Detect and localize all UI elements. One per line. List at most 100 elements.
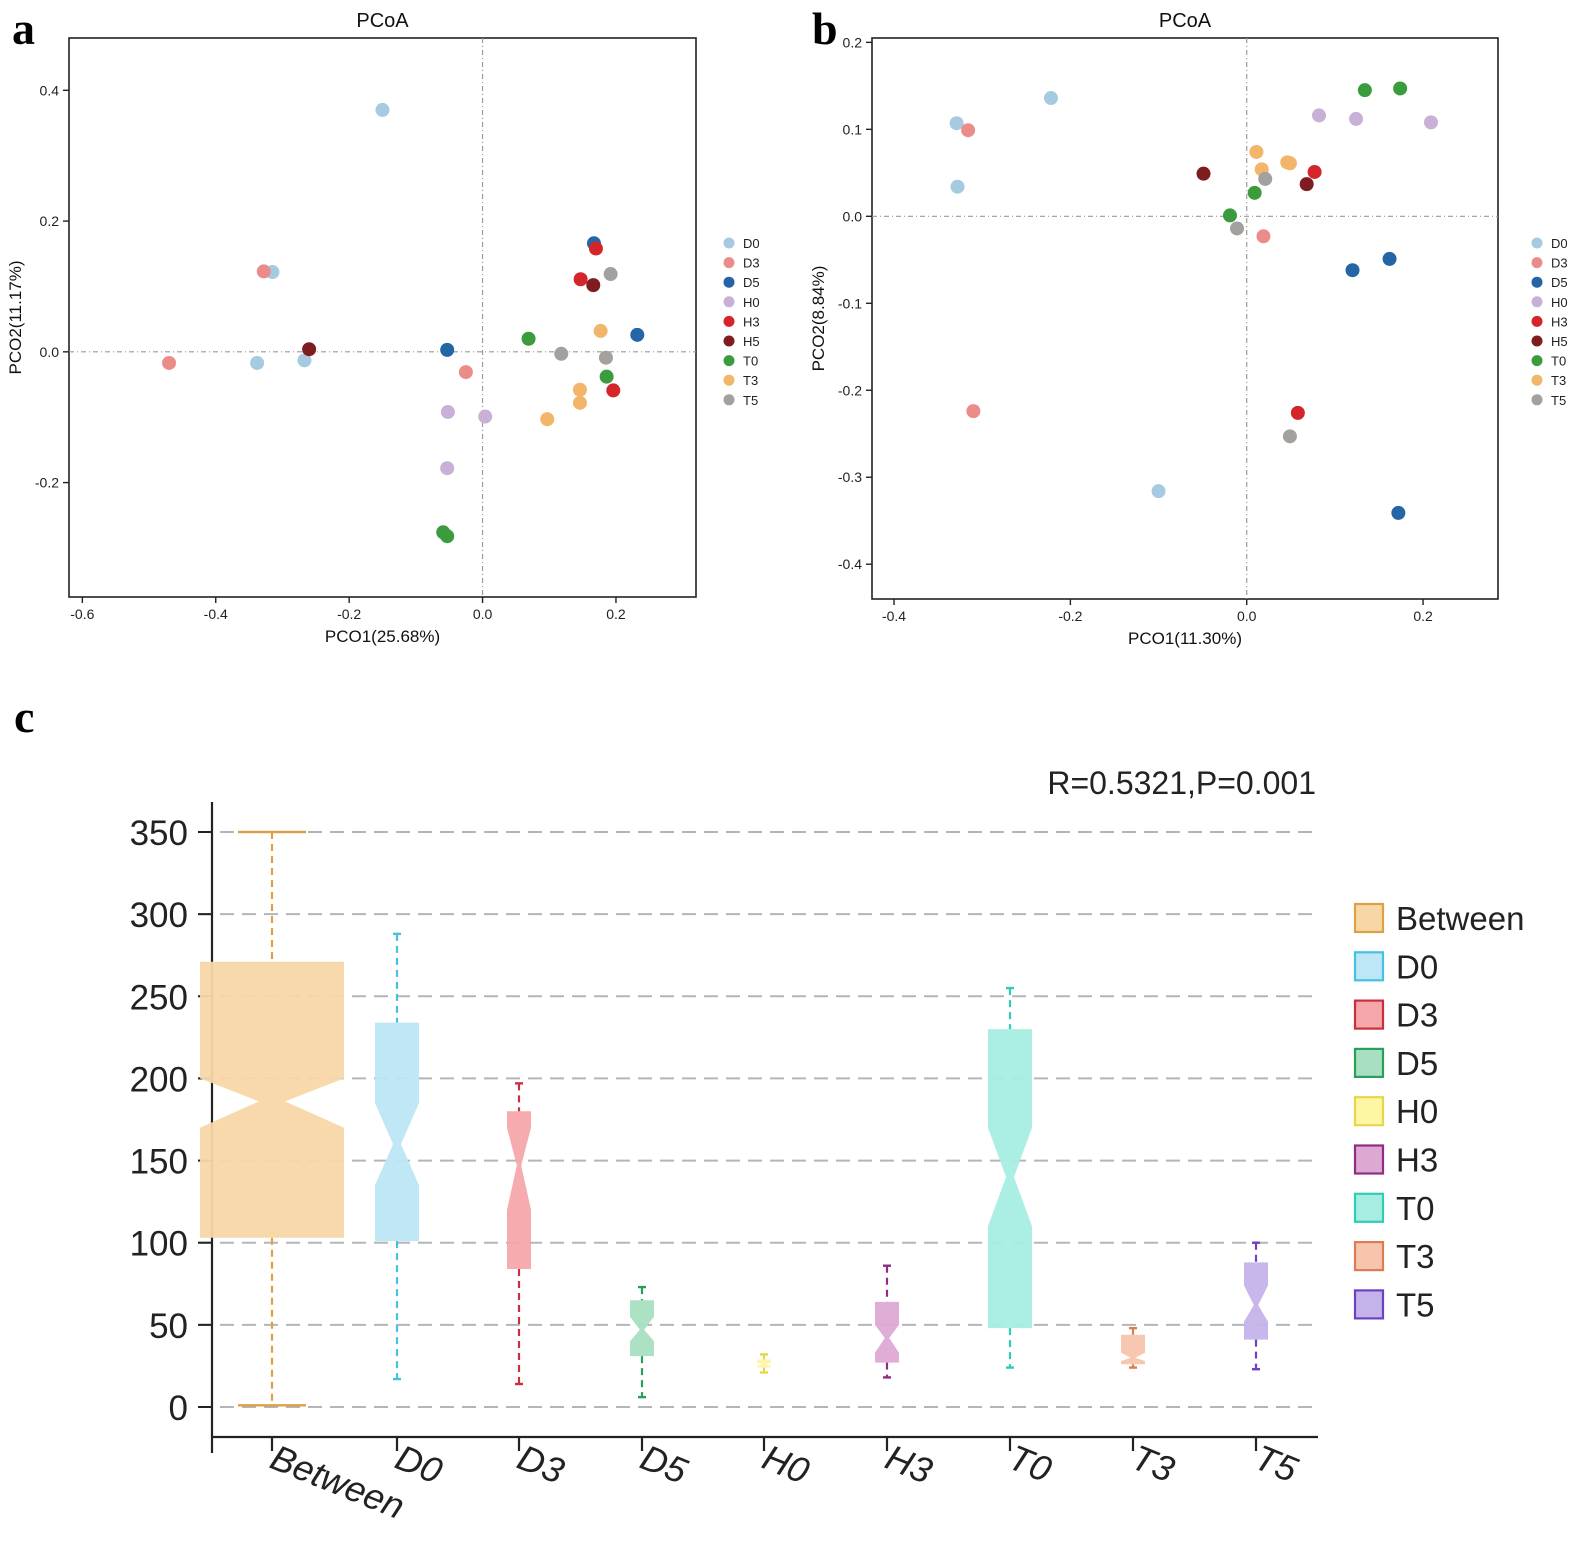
legend-marker-h0 (723, 296, 735, 308)
point-d3 (256, 264, 271, 279)
panel-letter-b: b (812, 3, 838, 54)
legend-marker-h5 (723, 335, 735, 347)
legend-swatch-t5 (1353, 1289, 1385, 1320)
legend-swatch-h3 (1353, 1144, 1385, 1175)
chart-title: PCoA (1159, 10, 1212, 32)
legend-marker-d3 (1531, 257, 1543, 269)
legend-label-h0: H0 (1396, 1093, 1438, 1130)
y-tick-label: -0.1 (838, 295, 862, 311)
legend-marker-t5 (1531, 394, 1543, 406)
y-tick-label: 350 (130, 814, 188, 853)
point-d0 (250, 355, 265, 370)
legend-marker-t0 (1531, 355, 1543, 367)
pcoa-plot-a: PCoA PCO1(25.68%) PCO2(11.17%) -0.6 -0.4 -0.2… (6, 10, 760, 646)
legend-swatch-d3 (1353, 999, 1385, 1030)
legend-label-t5: T5 (743, 393, 758, 408)
point-t0 (521, 331, 536, 346)
point-h0 (478, 409, 493, 424)
legend-label-d5: D5 (1396, 1045, 1438, 1082)
legend-label-t5: T5 (1396, 1286, 1435, 1323)
x-axis-label: PCO1(11.30%) (1128, 629, 1242, 648)
y-tick-label: 200 (130, 1060, 188, 1099)
point-t0 (1357, 83, 1372, 98)
y-tick-label: 250 (130, 978, 188, 1017)
legend-swatch-d0 (1353, 951, 1385, 982)
y-tick-label: -0.2 (838, 382, 862, 398)
point-d0 (1151, 484, 1166, 499)
panel-letter-a: a (12, 3, 35, 54)
point-t3 (572, 382, 587, 397)
legend-marker-h5 (1531, 335, 1543, 347)
y-tick-label: 0 (169, 1389, 188, 1428)
x-tick-label: -0.4 (882, 608, 906, 624)
legend-marker-d5 (723, 276, 735, 288)
legend-label-between: Between (1396, 900, 1524, 937)
point-t3 (540, 412, 555, 427)
y-tick-label: 0.4 (40, 82, 60, 98)
legend-marker-t0 (723, 355, 735, 367)
point-d3 (458, 365, 473, 380)
legend-swatch-d5 (1353, 1047, 1385, 1079)
point-t3 (1282, 156, 1297, 171)
point-h0 (1312, 108, 1327, 123)
point-d5 (1345, 263, 1360, 278)
boxplot-c: 0 50 100 150 200 250 300 350 R=0.5321,P=0.001 Bet… (130, 765, 1525, 1527)
x-tick-label-d3: D3 (512, 1436, 570, 1491)
point-h5 (1299, 177, 1314, 192)
box-t3 (1121, 1334, 1145, 1365)
legend-label-d0: D0 (1396, 948, 1438, 985)
legend-marker-h0 (1531, 296, 1543, 308)
stats-annotation: R=0.5321,P=0.001 (1047, 765, 1316, 801)
point-t0 (599, 369, 614, 384)
legend-label-t0: T0 (1396, 1190, 1435, 1227)
point-t5 (1230, 221, 1245, 236)
point-d3 (162, 355, 177, 370)
legend-label-h5: H5 (743, 334, 760, 349)
legend-label-h3: H3 (1551, 314, 1568, 329)
legend-label-h3: H3 (743, 314, 760, 329)
legend-swatch-t0 (1353, 1192, 1385, 1223)
panel-letter-c: c (14, 691, 34, 742)
legend-label-t5: T5 (1551, 393, 1566, 408)
legend-marker-t3 (723, 374, 735, 386)
legend-swatch-t3 (1353, 1240, 1385, 1272)
pcoa-plot-b: PCoA PCO1(11.30%) PCO2(8.84%) -0.4 -0.2 0.0 0.… (809, 10, 1568, 648)
point-h3 (606, 383, 621, 398)
y-tick-label: 150 (130, 1143, 188, 1182)
x-tick-label-h0: H0 (757, 1436, 815, 1491)
legend-marker-d3 (723, 257, 735, 269)
x-tick-label: 0.2 (606, 606, 626, 622)
point-h0 (440, 461, 455, 476)
point-d3 (966, 404, 981, 419)
y-tick-label: 0.0 (40, 344, 60, 360)
point-h3 (1290, 405, 1305, 420)
x-tick-label: 0.0 (1237, 608, 1257, 624)
box-h0 (757, 1359, 771, 1368)
legend-marker-d5 (1531, 276, 1543, 288)
point-h0 (440, 404, 455, 419)
legend-label-t0: T0 (743, 354, 758, 369)
point-t5 (554, 346, 569, 361)
point-h0 (1349, 111, 1364, 126)
y-tick-label: 0.2 (40, 213, 60, 229)
y-tick-label: 0.2 (843, 34, 863, 50)
point-d0 (375, 102, 390, 117)
legend-marker-h3 (723, 315, 735, 327)
point-h5 (586, 278, 601, 293)
legend-label-t3: T3 (743, 373, 758, 388)
legend-swatch-between (1353, 902, 1385, 934)
legend-label-d5: D5 (743, 275, 760, 290)
legend-swatch-h0 (1353, 1096, 1385, 1127)
point-t0 (1222, 208, 1237, 223)
point-t0 (1247, 185, 1262, 200)
y-axis-label: PCO2(11.17%) (6, 260, 25, 374)
point-t0 (440, 529, 455, 544)
legend-label-d3: D3 (743, 256, 760, 271)
legend-label-d0: D0 (743, 236, 760, 251)
point-h3 (573, 272, 588, 287)
x-tick-label: -0.2 (1058, 608, 1082, 624)
point-d0 (950, 179, 965, 194)
point-t0 (1393, 81, 1408, 96)
legend-label-d3: D3 (1551, 256, 1568, 271)
